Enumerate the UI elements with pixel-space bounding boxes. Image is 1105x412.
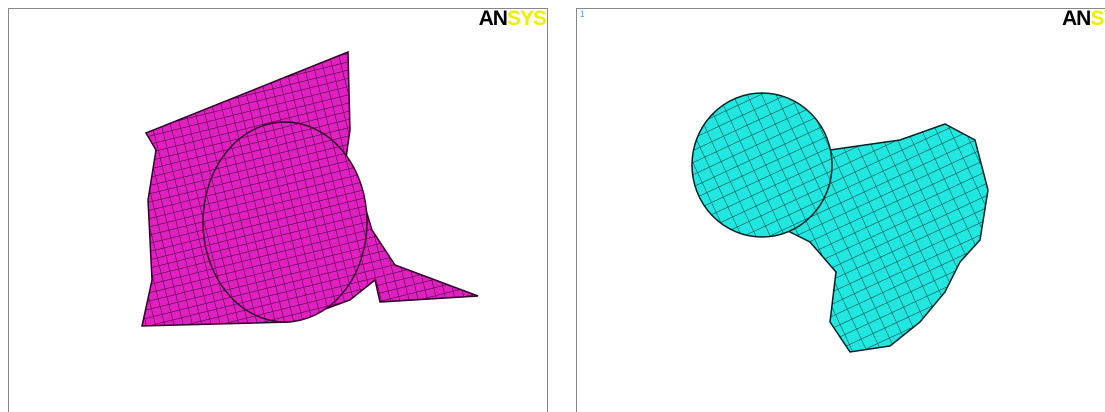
cyan-mesh bbox=[789, 123, 989, 353]
logo: ANSYS bbox=[479, 7, 547, 30]
mesh-head bbox=[691, 92, 833, 238]
logo: ANSY bbox=[1062, 7, 1105, 30]
logo-dark: AN bbox=[1062, 7, 1090, 30]
logo-light: SY bbox=[1090, 7, 1105, 30]
logo-dark: AN bbox=[479, 7, 507, 30]
left-panel: ANSYS bbox=[8, 7, 548, 412]
right-panel: 1 ANSY bbox=[576, 7, 1105, 412]
logo-light: SYS bbox=[507, 7, 547, 30]
window-number: 1 bbox=[580, 10, 585, 19]
mesh-dome bbox=[202, 121, 368, 323]
